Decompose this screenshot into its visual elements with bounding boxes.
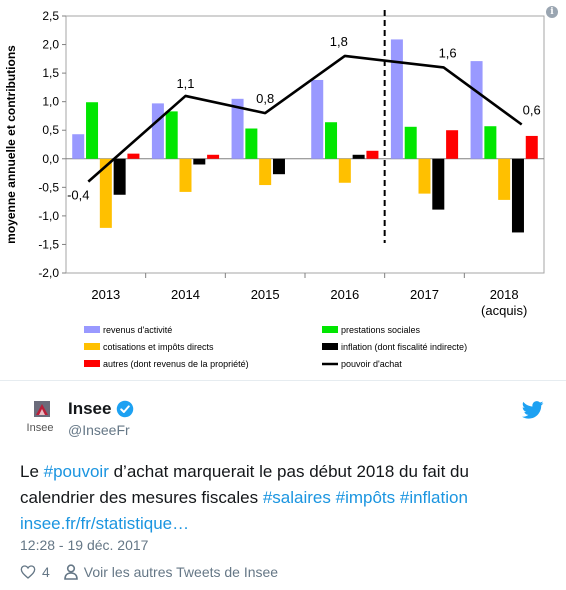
- bar-autres: [127, 153, 140, 159]
- line-data-label: 1,1: [176, 76, 194, 91]
- hashtag-link[interactable]: #inflation: [399, 488, 468, 507]
- legend-label: cotisations et impôts directs: [103, 342, 214, 352]
- bar-prestations: [86, 102, 99, 159]
- chart-card: 2,5 2,0 1,5 1,0 0,5 0,0 -0,5 -1,0 -1,5 -2,0 moyenn…: [4, 6, 558, 369]
- bar-autres: [207, 154, 220, 159]
- y-tick-label: 2,5: [42, 9, 59, 23]
- line-pouvoir-achat: [87, 54, 523, 183]
- x-tick-label: 2018: [490, 287, 519, 302]
- line-data-label: 1,8: [330, 34, 348, 49]
- bar-prestations: [165, 111, 178, 159]
- legend-swatch: [322, 343, 338, 350]
- chart: 2,5 2,0 1,5 1,0 0,5 0,0 -0,5 -1,0 -1,5 -2,0 moyenn…: [4, 9, 545, 369]
- legend-swatch: [322, 326, 338, 333]
- y-tick-label: -1,5: [38, 237, 59, 251]
- hashtag-link[interactable]: #impôts: [335, 488, 396, 507]
- bar-prestations: [404, 126, 417, 159]
- x-tick-label: 2015: [251, 287, 280, 302]
- bar-prestations: [245, 128, 258, 159]
- like-count[interactable]: 4: [42, 564, 50, 580]
- y-axis-label: moyenne annuelle et contributions: [4, 45, 18, 244]
- y-tick-label: 2,0: [42, 38, 59, 52]
- legend-swatch: [84, 343, 100, 350]
- url-link[interactable]: insee.fr/fr/statistique…: [20, 514, 190, 533]
- bar-cotisations: [498, 158, 511, 200]
- legend-label: pouvoir d'achat: [341, 359, 402, 369]
- tweet-card: Insee Insee @InseeFr Le #pouvoir d’achat…: [0, 381, 566, 590]
- avatar-label: Insee: [26, 422, 54, 434]
- bar-cotisations: [99, 158, 112, 228]
- bar-inflation: [511, 158, 524, 233]
- bar-revenus: [231, 98, 244, 159]
- line-data-label: -0,4: [67, 188, 89, 203]
- legend-label: prestations sociales: [341, 325, 421, 335]
- bar-autres: [525, 135, 538, 159]
- more-tweets-link[interactable]: Voir les autres Tweets de Insee: [83, 564, 279, 580]
- info-icon[interactable]: i: [546, 6, 558, 18]
- x-tick-sublabel: (acquis): [481, 303, 527, 318]
- line-data-label: 0,6: [523, 103, 541, 118]
- bar-inflation: [352, 154, 365, 159]
- legend-label: inflation (dont fiscalité indirecte): [341, 342, 467, 352]
- insee-logo-icon: [34, 401, 50, 417]
- legend-swatch: [84, 360, 100, 367]
- bar-inflation: [272, 158, 285, 175]
- bar-prestations: [484, 126, 497, 159]
- x-tick-label: 2017: [410, 287, 439, 302]
- y-tick-label: -1,0: [38, 209, 59, 223]
- bar-revenus: [311, 79, 324, 159]
- bar-cotisations: [259, 158, 272, 186]
- bar-revenus: [151, 103, 164, 159]
- line-data-label: 1,6: [439, 45, 457, 60]
- legend-label: revenus d'activité: [103, 325, 172, 335]
- twitter-bird-icon[interactable]: [522, 401, 544, 419]
- legend-swatch: [84, 326, 100, 333]
- display-name[interactable]: Insee: [68, 399, 112, 418]
- bar-inflation: [193, 158, 206, 165]
- tweet-timestamp[interactable]: 12:28 - 19 déc. 2017: [20, 537, 149, 553]
- hashtag-link[interactable]: #pouvoir: [43, 462, 109, 481]
- x-tick-label: 2014: [171, 287, 200, 302]
- tweet-actions: 4 Voir les autres Tweets de Insee: [20, 564, 278, 580]
- bar-revenus: [470, 61, 483, 159]
- user-handle[interactable]: @InseeFr: [68, 422, 130, 438]
- tweet-text: Le #pouvoir d’achat marquerait le pas dé…: [20, 459, 540, 537]
- y-tick-label: 0,0: [42, 152, 59, 166]
- avatar[interactable]: Insee: [20, 397, 60, 437]
- bar-autres: [446, 130, 459, 159]
- bar-cotisations: [179, 158, 192, 192]
- x-tick-label: 2016: [330, 287, 359, 302]
- line-data-label: 0,8: [256, 91, 274, 106]
- hashtag-link[interactable]: #salaires: [262, 488, 331, 507]
- legend-label: autres (dont revenus de la propriété): [103, 359, 249, 369]
- bar-revenus: [390, 39, 403, 159]
- x-tick-label: 2013: [91, 287, 120, 302]
- heart-icon[interactable]: [20, 564, 36, 580]
- bar-cotisations: [418, 158, 431, 194]
- y-tick-label: -0,5: [38, 180, 59, 194]
- bar-inflation: [432, 158, 445, 210]
- bar-prestations: [325, 122, 338, 159]
- bar-cotisations: [338, 158, 351, 183]
- divider: [0, 380, 566, 381]
- y-tick-label: 0,5: [42, 123, 59, 137]
- verified-badge-icon: [117, 400, 134, 418]
- tweet-text-segment: d’achat marquerait le pas début 2018 du …: [20, 462, 469, 507]
- bar-autres: [366, 150, 379, 159]
- bar-inflation: [113, 158, 126, 195]
- tweet-text-segment: Le: [20, 462, 44, 481]
- y-tick-label: 1,5: [42, 66, 59, 80]
- bar-revenus: [72, 134, 85, 159]
- person-icon: [63, 564, 78, 580]
- y-tick-label: 1,0: [42, 95, 59, 109]
- y-tick-label: -2,0: [38, 266, 59, 280]
